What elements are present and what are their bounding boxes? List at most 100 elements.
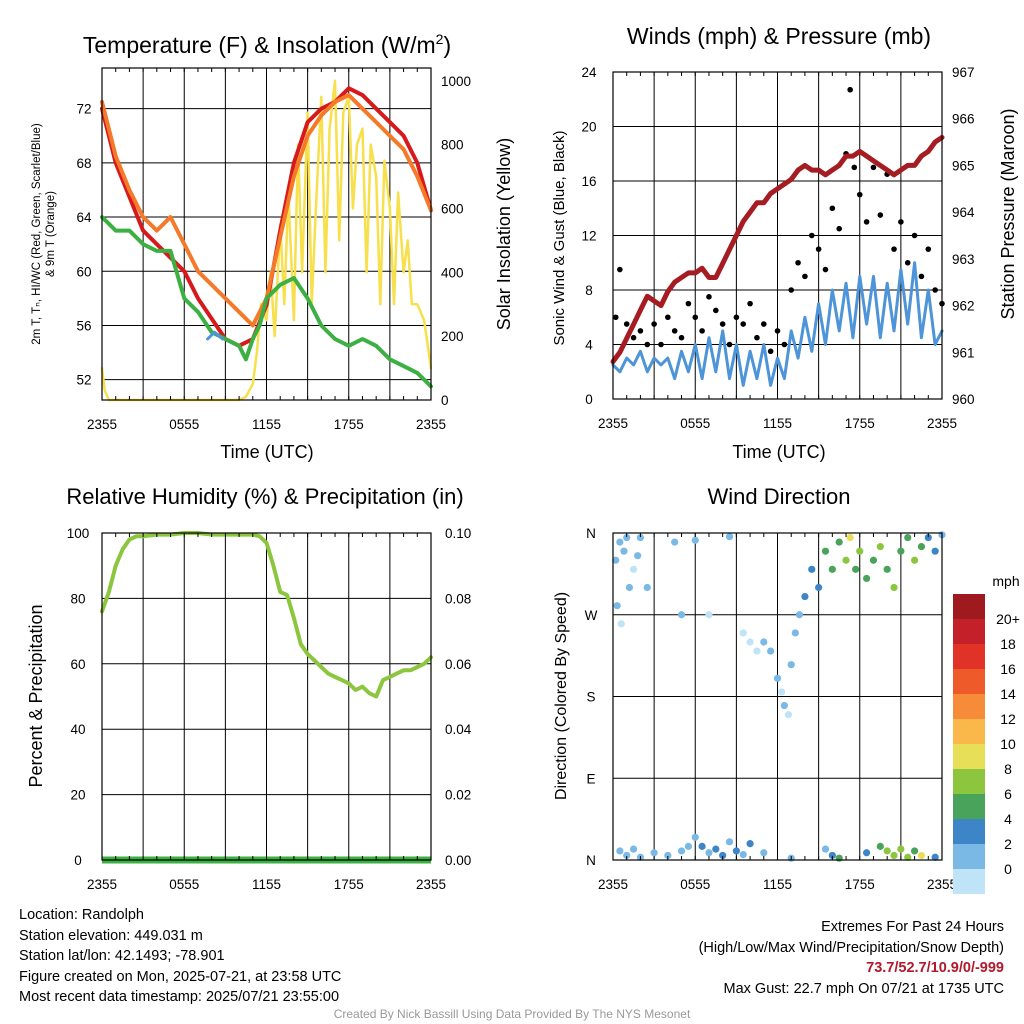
gust-point xyxy=(808,232,815,239)
direction-point xyxy=(767,647,775,655)
y2-tick-label: 963 xyxy=(952,252,975,267)
gust-point xyxy=(623,321,630,327)
station-location: Location: Randolph xyxy=(19,907,144,923)
gust-point xyxy=(740,321,747,327)
x-tick-label: 1755 xyxy=(845,416,875,431)
colorbar-swatch xyxy=(953,694,985,719)
y-tick-label: 4 xyxy=(585,338,593,353)
x-tick-label: 2355 xyxy=(927,416,957,431)
gust-point xyxy=(781,341,788,348)
y-tick-label: 40 xyxy=(70,722,85,737)
x-tick-label: 0555 xyxy=(680,877,710,892)
direction-point xyxy=(835,538,843,546)
extremes-header: Extremes For Past 24 Hours xyxy=(821,919,1004,935)
direction-point xyxy=(705,849,713,857)
y-tick-label: 60 xyxy=(76,264,91,279)
y2-tick-label: 0.08 xyxy=(445,591,471,606)
y-tick-label: 100 xyxy=(67,526,90,541)
direction-point xyxy=(791,629,799,637)
y-axis-label: Direction (Colored By Speed) xyxy=(553,592,570,800)
x-tick-label: 1155 xyxy=(763,416,792,431)
direction-point xyxy=(719,851,727,860)
y2-tick-label: 800 xyxy=(441,138,464,153)
gust-point xyxy=(863,219,870,225)
y2-tick-label: 0.10 xyxy=(445,526,471,541)
colorbar-label: 16 xyxy=(1000,661,1016,677)
gust-point xyxy=(692,314,699,321)
x-axis-label: Time (UTC) xyxy=(732,442,825,462)
colorbar-swatch xyxy=(953,644,985,669)
y2-tick-label: 200 xyxy=(441,329,464,344)
direction-point xyxy=(620,547,628,555)
direction-point xyxy=(746,840,754,848)
direction-point xyxy=(852,565,860,573)
station-info: Location: Randolph Station elevation: 44… xyxy=(19,905,341,1008)
credit-line: Created By Nick Bassill Using Data Provi… xyxy=(333,1007,691,1021)
colorbar-label: 4 xyxy=(1004,811,1012,827)
y-tick-label: N xyxy=(586,853,596,868)
direction-point xyxy=(931,853,939,861)
direction-point xyxy=(890,583,898,592)
direction-point xyxy=(787,661,795,669)
series-line-9mt xyxy=(100,93,433,328)
y-tick-label: 8 xyxy=(585,283,593,298)
gust-point xyxy=(788,287,795,293)
colorbar-swatch xyxy=(953,669,985,694)
direction-point xyxy=(897,547,905,555)
gust-point xyxy=(612,314,619,321)
gust-point xyxy=(699,328,705,334)
colorbar-swatch xyxy=(953,794,985,819)
gust-point xyxy=(665,314,671,321)
gust-point xyxy=(658,341,664,348)
figure-created: Figure created on Mon, 2025-07-21, at 23… xyxy=(19,968,342,985)
series-line-td xyxy=(100,215,433,389)
colorbar-swatch xyxy=(953,744,985,769)
y2-tick-label: 0.00 xyxy=(445,853,471,868)
direction-point xyxy=(617,620,625,628)
y-tick-label: 56 xyxy=(76,318,91,333)
colorbar-label: 12 xyxy=(1000,711,1016,727)
y-tick-label: E xyxy=(586,771,595,786)
x-tick-label: 2355 xyxy=(598,877,628,892)
direction-point xyxy=(664,851,672,860)
y-tick-label: 64 xyxy=(76,210,92,225)
direction-point xyxy=(677,847,686,855)
panel-title: Relative Humidity (%) & Precipitation (i… xyxy=(66,484,463,509)
y2-tick-label: 961 xyxy=(952,345,975,360)
direction-point xyxy=(725,838,734,846)
gust-point xyxy=(891,246,897,252)
colorbar-swatch xyxy=(953,719,985,744)
y2-tick-label: 965 xyxy=(952,158,975,173)
direction-point xyxy=(732,847,740,855)
gust-point xyxy=(651,321,657,327)
direction-point xyxy=(815,583,823,592)
direction-point xyxy=(746,638,754,646)
y2-tick-label: 964 xyxy=(952,205,975,220)
direction-point xyxy=(650,849,658,857)
direction-point xyxy=(846,533,854,542)
colorbar-swatch xyxy=(953,594,985,619)
direction-point xyxy=(684,842,692,850)
gust-point xyxy=(644,341,651,348)
y2-tick-label: 0.04 xyxy=(445,722,472,737)
y2-axis-label: Solar Insolation (Yellow) xyxy=(494,138,514,330)
series-line-hiwc xyxy=(206,330,225,341)
y2-tick-label: 0.02 xyxy=(445,788,471,803)
series-line-pressure xyxy=(610,134,945,365)
x-tick-label: 0555 xyxy=(169,417,199,432)
gust-point xyxy=(767,348,774,355)
direction-point xyxy=(739,629,747,637)
direction-point xyxy=(821,547,830,555)
station-elevation: Station elevation: 449.031 m xyxy=(19,927,203,944)
y-tick-label: 72 xyxy=(76,102,91,117)
gust-point xyxy=(754,334,760,341)
gust-point xyxy=(630,334,637,341)
y-tick-label: 80 xyxy=(70,591,85,606)
direction-point xyxy=(910,847,919,855)
panel-title: Wind Direction xyxy=(707,484,850,509)
direction-point xyxy=(760,638,768,646)
y2-tick-label: 1000 xyxy=(441,74,471,89)
y-tick-label: N xyxy=(586,526,596,541)
gust-point xyxy=(836,225,842,232)
